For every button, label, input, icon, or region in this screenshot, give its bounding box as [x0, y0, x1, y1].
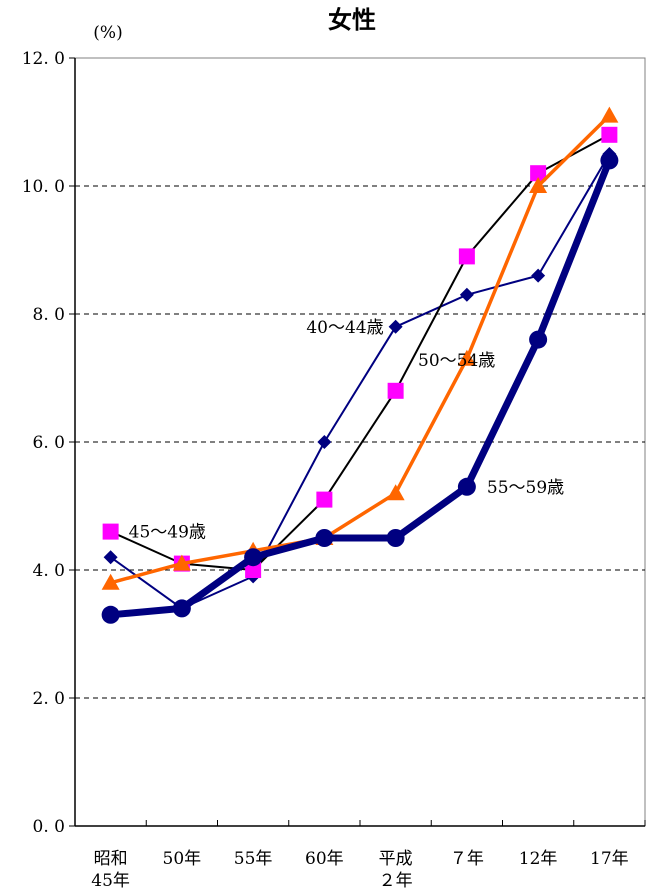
circle-marker — [244, 548, 263, 567]
x-tick-label: ７年 — [450, 849, 484, 869]
triangle-marker — [457, 349, 476, 366]
x-tick-label: 平成２年 — [379, 849, 413, 890]
series-label: 45～49歳 — [129, 523, 206, 543]
triangle-marker — [386, 484, 405, 501]
square-marker — [316, 491, 333, 508]
x-tick-label: 昭和 45年 — [91, 849, 130, 890]
square-marker — [530, 165, 547, 182]
chart-title: 女性 — [328, 6, 376, 34]
circle-marker — [315, 529, 334, 547]
series-label: 40～44歳 — [306, 318, 383, 338]
series-label: 50～54歳 — [418, 351, 495, 371]
diamond-marker — [388, 319, 403, 334]
circle-marker — [457, 477, 476, 496]
series-line — [110, 159, 613, 619]
gridlines — [75, 185, 645, 699]
x-tick-label: 60年 — [305, 849, 344, 869]
x-tick-label: 50年 — [163, 849, 202, 869]
x-tick-label: 55年 — [234, 849, 273, 869]
diamond-marker — [103, 550, 118, 565]
square-marker — [102, 523, 119, 540]
y-tick-label: 4. 0 — [33, 561, 65, 581]
x-tick-label: 12年 — [519, 849, 558, 869]
triangle-marker — [172, 554, 191, 571]
circle-marker — [529, 330, 548, 349]
y-tick-label: 0. 0 — [33, 817, 65, 837]
y-tick-label: 10. 0 — [22, 177, 65, 197]
diamond-marker — [459, 287, 474, 302]
square-marker — [458, 248, 475, 265]
series-2 — [102, 126, 618, 578]
triangle-marker — [600, 106, 619, 123]
series-label: 55～59歳 — [487, 478, 564, 498]
square-marker — [601, 126, 618, 143]
square-marker — [245, 562, 262, 578]
y-tick-label: 2. 0 — [33, 689, 65, 709]
y-tick-label: 8. 0 — [33, 305, 65, 325]
y-tick-label: 12. 0 — [22, 49, 65, 69]
square-marker — [387, 382, 404, 399]
y-tick-label: 6. 0 — [33, 433, 65, 453]
circle-marker — [172, 599, 191, 618]
triangle-marker — [101, 573, 120, 590]
series-lines — [101, 106, 619, 624]
diamond-marker — [317, 435, 332, 449]
diamond-marker — [531, 268, 546, 283]
circle-marker — [600, 151, 619, 170]
axes: 0. 0 2. 0 4. 0 6. 0 8. 0 10. 0 12. 0 昭和 45年 50年 55… — [22, 49, 646, 891]
series-labels: 40～44歳 45～49歳 50～54歳 55～59歳 — [129, 318, 565, 543]
x-tick-label: 17年 — [590, 849, 629, 869]
series-4 — [101, 151, 619, 624]
triangle-marker — [529, 177, 548, 193]
circle-marker — [101, 605, 120, 624]
circle-marker — [386, 529, 405, 547]
y-axis-unit-label: (%) — [93, 23, 122, 43]
series-line — [110, 133, 610, 571]
series-line — [110, 114, 611, 585]
